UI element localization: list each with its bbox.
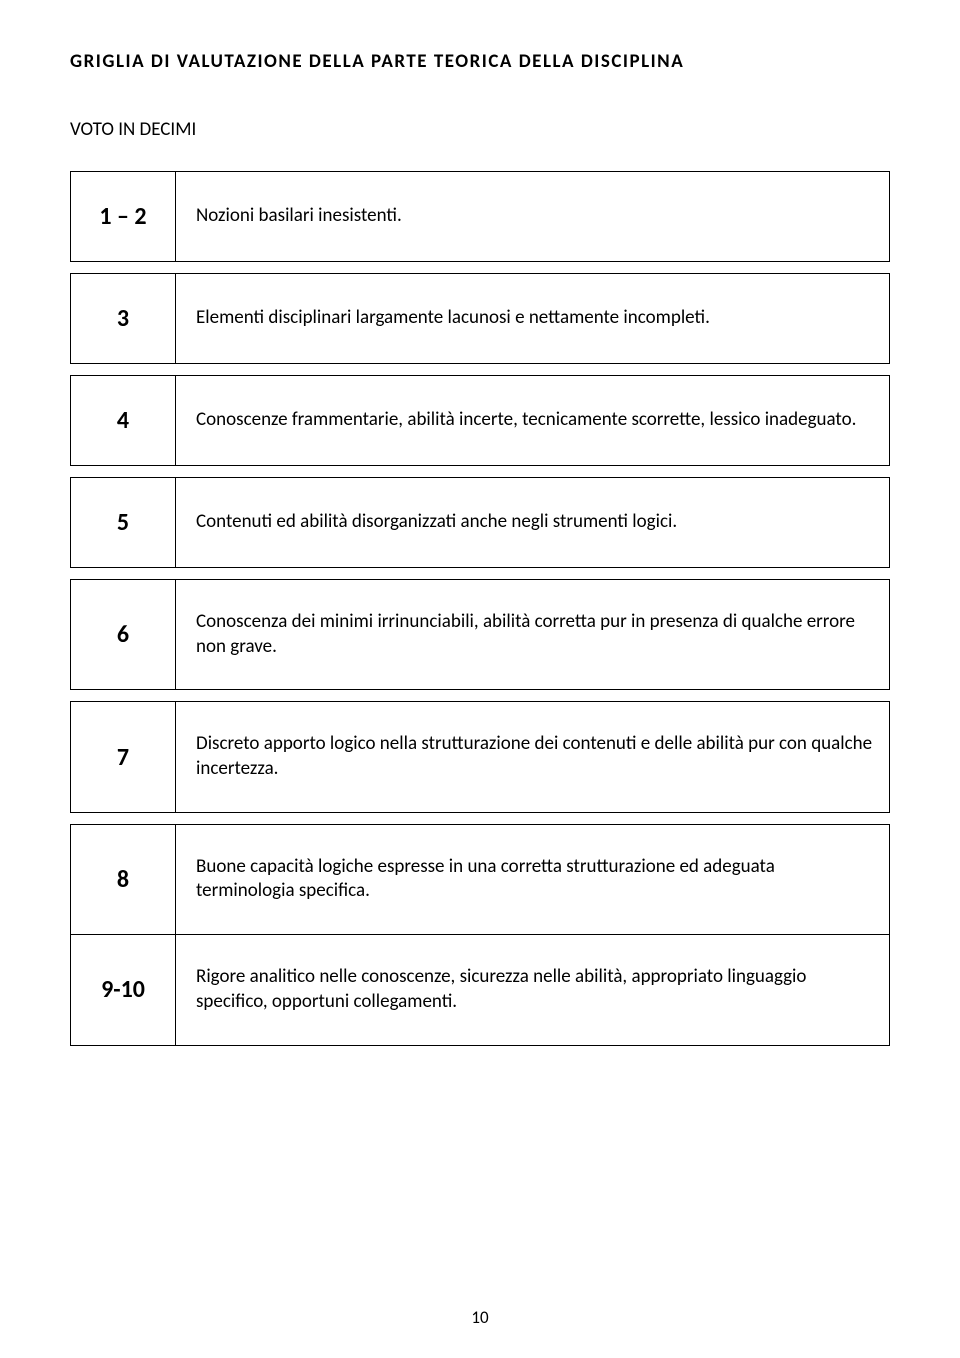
- page-title: GRIGLIA DI VALUTAZIONE DELLA PARTE TEORI…: [70, 50, 890, 73]
- grade-cell: 4: [71, 376, 176, 466]
- grade-cell: 1 – 2: [71, 172, 176, 262]
- desc-cell: Nozioni basilari inesistenti.: [176, 172, 890, 262]
- table-row: 1 – 2 Nozioni basilari inesistenti.: [71, 172, 890, 262]
- grading-table: 1 – 2 Nozioni basilari inesistenti. 3 El…: [70, 171, 890, 1046]
- spacer: [71, 364, 890, 376]
- desc-cell: Elementi disciplinari largamente lacunos…: [176, 274, 890, 364]
- table-row: 3 Elementi disciplinari largamente lacun…: [71, 274, 890, 364]
- page-number: 10: [0, 1307, 960, 1328]
- desc-cell: Buone capacità logiche espresse in una c…: [176, 824, 890, 934]
- subtitle: VOTO IN DECIMI: [70, 118, 890, 141]
- spacer: [71, 812, 890, 824]
- desc-cell: Conoscenza dei minimi irrinunciabili, ab…: [176, 580, 890, 690]
- table-row: 4 Conoscenze frammentarie, abilità incer…: [71, 376, 890, 466]
- desc-cell: Discreto apporto logico nella strutturaz…: [176, 702, 890, 812]
- table-row: 8 Buone capacità logiche espresse in una…: [71, 824, 890, 934]
- spacer: [71, 690, 890, 702]
- table-row: 7 Discreto apporto logico nella struttur…: [71, 702, 890, 812]
- grade-cell: 3: [71, 274, 176, 364]
- spacer: [71, 262, 890, 274]
- grade-cell: 8: [71, 824, 176, 934]
- grade-cell: 9-10: [71, 935, 176, 1045]
- grade-cell: 6: [71, 580, 176, 690]
- grade-cell: 5: [71, 478, 176, 568]
- spacer: [71, 568, 890, 580]
- table-row: 5 Contenuti ed abilità disorganizzati an…: [71, 478, 890, 568]
- desc-cell: Conoscenze frammentarie, abilità incerte…: [176, 376, 890, 466]
- desc-cell: Contenuti ed abilità disorganizzati anch…: [176, 478, 890, 568]
- grade-cell: 7: [71, 702, 176, 812]
- table-row: 9-10 Rigore analitico nelle conoscenze, …: [71, 935, 890, 1045]
- spacer: [71, 466, 890, 478]
- table-row: 6 Conoscenza dei minimi irrinunciabili, …: [71, 580, 890, 690]
- desc-cell: Rigore analitico nelle conoscenze, sicur…: [176, 935, 890, 1045]
